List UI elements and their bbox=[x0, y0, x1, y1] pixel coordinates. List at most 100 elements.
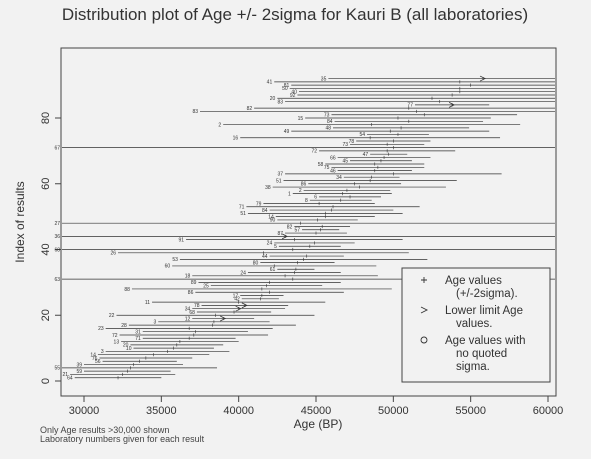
lab-number-label: 22 bbox=[109, 313, 115, 319]
lab-number-label: 77 bbox=[407, 103, 413, 109]
lab-number-label: 24 bbox=[267, 241, 273, 247]
lab-number-label: 13 bbox=[114, 339, 120, 345]
lab-number-label: 26 bbox=[110, 251, 116, 257]
lab-number-label: 81 bbox=[284, 83, 290, 89]
lab-number-label: 18 bbox=[185, 274, 191, 280]
lab-number-label: 25 bbox=[203, 283, 209, 289]
legend-symbol-plus bbox=[421, 277, 427, 283]
lab-number-label: 68 bbox=[189, 310, 195, 316]
lab-number-label: 34 bbox=[336, 175, 342, 181]
lab-number-label: 38 bbox=[265, 185, 271, 191]
legend-entry-text: Age values with bbox=[445, 335, 526, 347]
lab-number-label: 76 bbox=[92, 356, 98, 362]
lab-number-label: 71 bbox=[239, 205, 245, 211]
lab-number-label: 83 bbox=[278, 99, 284, 105]
lab-number-label: 82 bbox=[287, 224, 293, 230]
x-tick-label: 50000 bbox=[378, 405, 409, 417]
lab-number-label: 5 bbox=[274, 244, 277, 250]
lab-number-label: 63 bbox=[54, 277, 60, 283]
lab-number-label: 80 bbox=[253, 260, 259, 266]
lab-number-label: 35 bbox=[321, 76, 327, 82]
y-axis: 0 20 40 60 80 bbox=[40, 112, 62, 384]
lab-number-label: 47 bbox=[363, 152, 369, 158]
lab-number-label: 1 bbox=[288, 191, 291, 197]
y-tick-label: 60 bbox=[40, 178, 52, 190]
lab-number-label: 49 bbox=[284, 129, 290, 135]
lab-number-label: 68 bbox=[54, 247, 60, 253]
lab-number-label: 46 bbox=[330, 168, 336, 174]
legend-entry-text: Age values bbox=[445, 275, 502, 287]
lower-limit-marker bbox=[281, 233, 288, 240]
lab-number-label: 55 bbox=[54, 366, 60, 372]
lab-number-label: 51 bbox=[240, 211, 246, 217]
lab-number-label: 91 bbox=[179, 237, 185, 243]
legend-symbol-circle bbox=[420, 336, 428, 344]
lab-number-label: 8 bbox=[305, 198, 308, 204]
lab-number-label: 14 bbox=[90, 353, 96, 359]
lab-number-label: 71 bbox=[135, 336, 141, 342]
lab-number-label: 73 bbox=[324, 113, 330, 119]
x-tick-label: 30000 bbox=[69, 405, 100, 417]
lab-number-label: 89 bbox=[191, 280, 197, 286]
lab-number-label: 16 bbox=[233, 136, 239, 142]
lab-number-label: 86 bbox=[188, 290, 194, 296]
lab-number-label: 28 bbox=[121, 323, 127, 329]
lab-number-label: 20 bbox=[123, 343, 129, 349]
x-tick-label: 60000 bbox=[533, 405, 564, 417]
lab-number-label: 2 bbox=[218, 122, 221, 128]
legend: Age values(+/-2sigma). Lower limit Ageval… bbox=[401, 267, 551, 383]
x-tick-label: 55000 bbox=[455, 405, 486, 417]
lab-number-label: 57 bbox=[295, 228, 301, 234]
lab-number-label: 15 bbox=[298, 116, 304, 122]
lab-number-label: 24 bbox=[240, 270, 246, 276]
lab-number-label: 39 bbox=[76, 362, 82, 368]
y-tick-label: 40 bbox=[40, 243, 52, 255]
x-tick-label: 35000 bbox=[146, 405, 177, 417]
legend-entry-text: Lower limit Age bbox=[445, 305, 523, 317]
lab-number-label: 14 bbox=[268, 214, 274, 220]
lab-number-label: 83 bbox=[192, 109, 198, 115]
legend-symbol-lower-limit bbox=[420, 306, 429, 314]
lab-number-label: 54 bbox=[359, 132, 365, 138]
legend-box bbox=[401, 267, 551, 383]
lab-number-label: 73 bbox=[342, 142, 348, 148]
lab-number-label: 3 bbox=[101, 349, 104, 355]
lower-limit-marker bbox=[220, 315, 227, 322]
lab-number-label: 3 bbox=[153, 320, 156, 326]
lab-number-label: 78 bbox=[194, 303, 200, 309]
lab-number-label: 60 bbox=[165, 264, 171, 270]
lab-number-label: 56 bbox=[95, 359, 101, 365]
x-tick-label: 40000 bbox=[223, 405, 254, 417]
lab-number-label: 82 bbox=[247, 106, 253, 112]
lab-number-label: 12 bbox=[185, 316, 191, 322]
lab-number-label: 84 bbox=[262, 208, 268, 214]
lower-limit-marker bbox=[479, 75, 486, 82]
lab-number-label: 42 bbox=[234, 297, 240, 303]
legend-entry-text: values. bbox=[456, 318, 492, 330]
lower-limit-marker bbox=[241, 302, 248, 309]
lower-limit-marker bbox=[448, 101, 456, 108]
lab-number-label: 10 bbox=[126, 346, 132, 352]
legend-entry-text: no quoted bbox=[456, 348, 507, 360]
lab-number-label: 20 bbox=[270, 96, 276, 102]
y-tick-label: 0 bbox=[40, 378, 52, 384]
lab-number-label: 72 bbox=[312, 149, 318, 155]
lab-number-label: 17 bbox=[233, 293, 239, 299]
lab-number-label: 27 bbox=[54, 221, 60, 227]
lab-number-label: 23 bbox=[98, 326, 104, 332]
lab-number-label: 66 bbox=[330, 155, 336, 161]
lab-number-label: 6 bbox=[314, 195, 317, 201]
lab-number-label: 41 bbox=[267, 80, 273, 86]
lab-number-label: 90 bbox=[270, 218, 276, 224]
lab-number-label: 37 bbox=[278, 172, 284, 178]
y-tick-label: 80 bbox=[40, 112, 52, 124]
footnote-line-2: Laboratory numbers given for each result bbox=[40, 434, 205, 444]
y-axis-label: Index of results bbox=[13, 181, 27, 262]
lab-number-label: 36 bbox=[54, 234, 60, 240]
lab-number-label: 79 bbox=[256, 201, 262, 207]
lab-number-label: 11 bbox=[145, 300, 150, 306]
legend-entry-text: (+/-2sigma). bbox=[456, 288, 518, 300]
lab-number-label: 67 bbox=[54, 145, 60, 151]
lab-number-label: 61 bbox=[270, 267, 276, 273]
lab-number-label: 34 bbox=[185, 306, 191, 312]
